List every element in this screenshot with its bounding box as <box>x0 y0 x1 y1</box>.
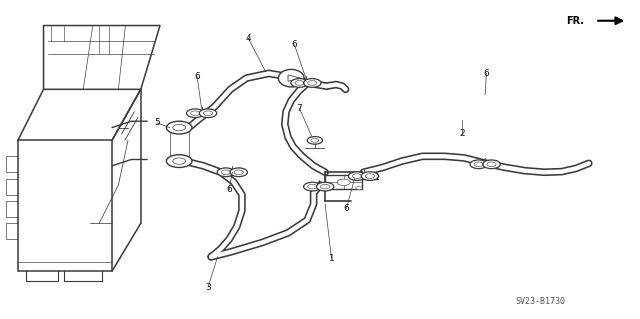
Circle shape <box>303 182 321 191</box>
Circle shape <box>316 182 334 191</box>
Circle shape <box>307 137 323 144</box>
Circle shape <box>291 78 308 87</box>
Text: 6: 6 <box>344 204 349 213</box>
Text: 2: 2 <box>460 130 465 138</box>
Circle shape <box>199 109 217 118</box>
Circle shape <box>470 160 488 169</box>
Circle shape <box>166 155 192 167</box>
Circle shape <box>361 172 379 181</box>
Circle shape <box>303 78 321 87</box>
Circle shape <box>483 160 500 169</box>
Text: 1: 1 <box>329 254 334 263</box>
Text: 4: 4 <box>246 34 251 43</box>
Ellipse shape <box>278 69 304 87</box>
Bar <box>325 175 362 189</box>
Text: 3: 3 <box>205 283 211 292</box>
Circle shape <box>337 179 350 186</box>
Text: 6: 6 <box>484 69 489 78</box>
Text: 6: 6 <box>292 40 297 49</box>
Text: 5: 5 <box>154 118 159 127</box>
Text: 6: 6 <box>227 185 232 194</box>
Text: FR.: FR. <box>566 16 584 26</box>
Text: SV23-B1730: SV23-B1730 <box>516 297 566 306</box>
Circle shape <box>325 186 332 189</box>
Text: 6: 6 <box>195 72 200 81</box>
Circle shape <box>348 172 366 181</box>
Circle shape <box>186 109 204 118</box>
Circle shape <box>217 168 235 177</box>
Circle shape <box>166 121 192 134</box>
Text: 7: 7 <box>297 104 302 113</box>
Circle shape <box>230 168 248 177</box>
Circle shape <box>356 186 362 189</box>
